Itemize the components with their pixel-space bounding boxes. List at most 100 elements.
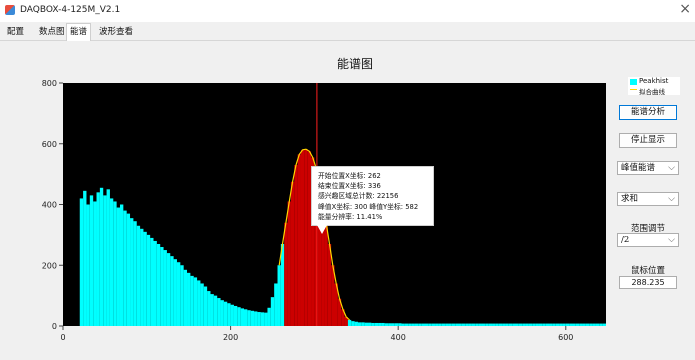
histogram-bar [545, 323, 550, 326]
histogram-bar [599, 323, 603, 326]
histogram-bar [559, 323, 563, 326]
histogram-bar [79, 198, 84, 326]
histogram-bar [515, 323, 519, 326]
histogram-bar [522, 323, 526, 326]
histogram-bar [404, 323, 409, 326]
roi-bar [324, 222, 328, 326]
histogram-bar [414, 323, 419, 326]
histogram-bar [458, 323, 462, 326]
histogram-bar [274, 283, 278, 326]
histogram-bar [478, 323, 482, 326]
histogram-bar [160, 247, 164, 326]
histogram-bar [227, 303, 231, 326]
analyze-spectrum-button[interactable]: 能谱分析 [619, 105, 677, 120]
close-icon[interactable]: × [679, 1, 691, 17]
spectrum-mode-select[interactable]: 峰值能谱 ⌵ [617, 161, 679, 175]
range-adjust-select[interactable]: /2 ⌵ [617, 233, 679, 247]
histogram-bar [187, 272, 191, 326]
histogram-bar [485, 323, 489, 326]
histogram-bar [555, 323, 560, 326]
histogram-bar [119, 204, 124, 326]
histogram-bar [398, 323, 402, 326]
histogram-bar [351, 321, 355, 326]
histogram-bar [173, 259, 177, 326]
histogram-bar [495, 323, 499, 326]
histogram-bar [140, 228, 144, 326]
roi-bar [327, 243, 332, 326]
histogram-bar [233, 305, 238, 326]
histogram-bar [595, 323, 600, 326]
histogram-bar [505, 323, 509, 326]
histogram-bar [130, 218, 134, 326]
x-tick-label: 0 [60, 333, 65, 342]
legend-swatch-peakhist [630, 79, 637, 85]
histogram-bar [203, 286, 208, 326]
histogram-bar [136, 225, 141, 326]
histogram-bar [441, 323, 446, 326]
histogram-bar [552, 323, 556, 326]
legend-label-peakhist: Peakhist [639, 77, 669, 85]
tab-energy-spectrum[interactable]: 能谱 [66, 23, 92, 41]
histogram-bar [176, 262, 181, 326]
histogram-bar [217, 298, 221, 326]
histogram-bar [602, 323, 606, 326]
histogram-bar [502, 323, 506, 326]
x-axis: 0 200 400 600 [60, 326, 573, 342]
histogram-bar [418, 323, 422, 326]
tab-waveform-view[interactable]: 波形查看 [99, 27, 134, 37]
roi-bar [290, 181, 295, 326]
tab-scatter-plot[interactable]: 数点图 [39, 27, 65, 37]
y-tick-label: 600 [42, 140, 57, 149]
histogram-bar [220, 300, 224, 326]
histogram-bar [508, 323, 513, 326]
histogram-bar [244, 309, 248, 326]
histogram-bar [270, 297, 275, 326]
roi-bar [294, 165, 298, 326]
roi-tooltip: 开始位置X坐标: 262 结束位置X坐标: 336 感兴趣区域总计数: 2215… [311, 166, 434, 226]
roi-bar [311, 157, 315, 326]
aggregate-mode-select[interactable]: 求和 ⌵ [617, 192, 679, 206]
histogram-bar [455, 323, 459, 326]
legend-label-fit: 拟合曲线 [639, 88, 665, 96]
x-tick-label: 200 [223, 333, 238, 342]
histogram-bar [347, 319, 352, 326]
histogram-bar [368, 322, 372, 326]
histogram-bar [146, 234, 151, 326]
histogram-bar [109, 198, 114, 326]
histogram-bar [254, 311, 258, 326]
y-axis: 0 200 400 600 800 [42, 79, 63, 331]
histogram-bar [585, 323, 590, 326]
histogram-bars [79, 149, 606, 326]
chevron-down-icon: ⌵ [668, 194, 675, 204]
histogram-bar [210, 294, 214, 326]
histogram-bar [207, 291, 211, 326]
histogram-bar [126, 213, 131, 326]
histogram-bar [431, 323, 436, 326]
histogram-bar [163, 250, 167, 326]
histogram-bar [465, 323, 469, 326]
histogram-bar [384, 323, 389, 326]
tooltip-pointer [317, 225, 327, 234]
tooltip-start-x: 开始位置X坐标: 262 [318, 172, 381, 180]
histogram-bar [247, 310, 251, 326]
histogram-bar [113, 201, 117, 326]
histogram-bar [116, 207, 120, 326]
histogram-bar [565, 323, 570, 326]
histogram-bar [123, 210, 127, 326]
y-tick-label: 800 [42, 79, 57, 88]
stop-display-button[interactable]: 停止显示 [619, 133, 677, 148]
histogram-bar [492, 323, 496, 326]
histogram-bar [89, 195, 94, 326]
histogram-bar [589, 323, 593, 326]
histogram-bar [361, 322, 365, 326]
tab-config[interactable]: 配置 [7, 27, 25, 37]
histogram-bar [582, 323, 586, 326]
histogram-bar [525, 323, 529, 326]
histogram-bar [542, 323, 546, 326]
histogram-bar [83, 190, 87, 326]
x-tick-label: 400 [391, 333, 406, 342]
roi-bar [337, 298, 342, 326]
histogram-bar [461, 323, 466, 326]
histogram-bar [592, 323, 596, 326]
fit-curve [278, 148, 350, 321]
